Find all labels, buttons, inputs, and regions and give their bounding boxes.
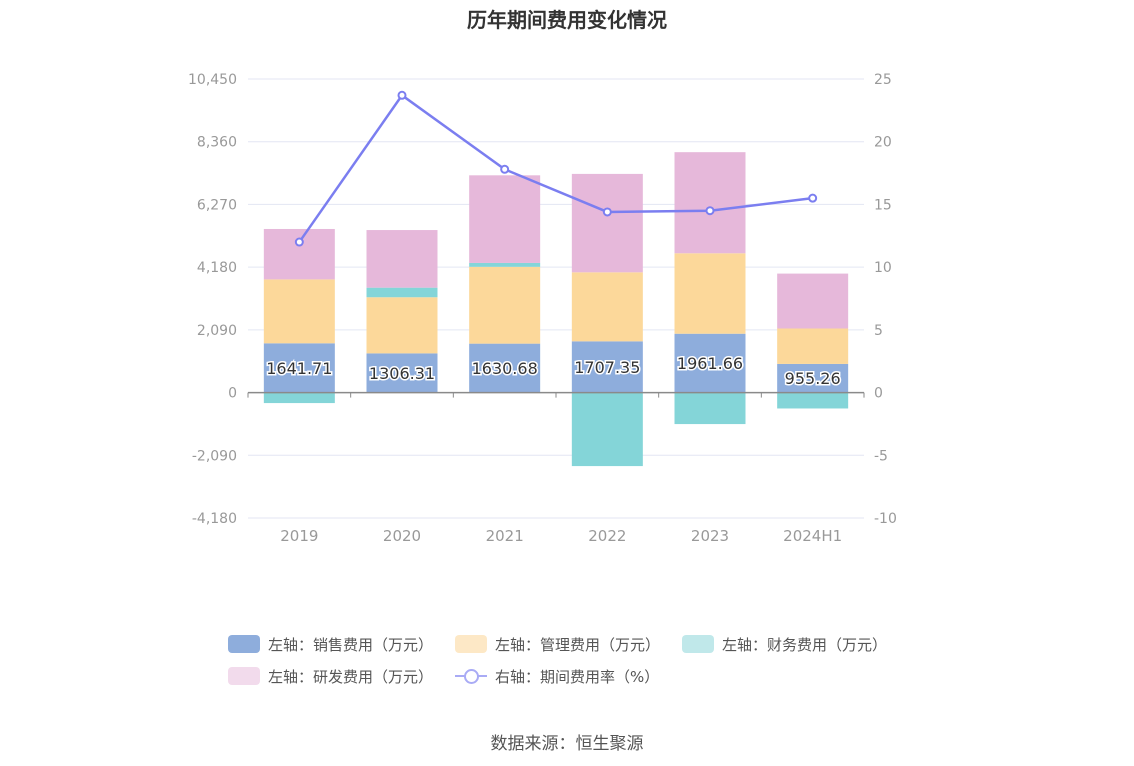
left-axis-tick-label: -2,090 xyxy=(192,448,237,464)
right-axis-tick-label: 15 xyxy=(874,197,892,213)
legend-label-rd: 左轴：研发费用（万元） xyxy=(268,667,434,686)
legend-label-sales: 左轴：销售费用（万元） xyxy=(268,635,434,654)
rate-point xyxy=(294,237,304,247)
bar-finance xyxy=(571,392,643,467)
legend-item-finance[interactable]: 左轴：财务费用（万元） xyxy=(682,634,887,655)
bar-finance xyxy=(777,392,849,409)
bar-rd xyxy=(674,152,746,254)
left-axis-tick-label: -4,180 xyxy=(192,511,237,527)
bar-value-label: 1630.68 xyxy=(472,359,538,378)
bar-admin xyxy=(571,272,643,342)
chart-legend: 左轴：销售费用（万元） 左轴：管理费用（万元） 左轴：财务费用（万元） 左轴：研… xyxy=(228,628,928,692)
left-axis-tick-label: 10,450 xyxy=(188,72,237,88)
bar-rd xyxy=(366,230,438,288)
right-axis-tick-label: -10 xyxy=(874,511,897,527)
right-axis-tick-label: 25 xyxy=(874,72,892,88)
legend-swatch-finance xyxy=(682,635,715,653)
bar-sales xyxy=(469,343,541,393)
left-axis-tick-label: 4,180 xyxy=(197,260,237,276)
bar-finance xyxy=(263,392,335,404)
left-axis-tick-label: 8,360 xyxy=(197,135,237,151)
left-axis-tick-label: 0 xyxy=(228,386,237,402)
rate-line xyxy=(298,93,813,243)
legend-swatch-sales xyxy=(228,635,260,653)
bar-admin xyxy=(263,279,335,344)
bar-value-label: 1961.66 xyxy=(677,354,743,373)
legend-item-rd[interactable]: 左轴：研发费用（万元） xyxy=(228,666,433,687)
bar-value-label: 1641.71 xyxy=(266,359,332,378)
bar-admin xyxy=(469,266,541,344)
bar-finance xyxy=(469,262,541,267)
left-axis-tick-label: 6,270 xyxy=(197,197,237,213)
legend-item-sales[interactable]: 左轴：销售费用（万元） xyxy=(228,634,433,655)
x-axis-category-label: 2022 xyxy=(588,527,626,545)
legend-item-rate[interactable]: 右轴：期间费用率（%） xyxy=(455,666,659,687)
legend-label-finance: 左轴：财务费用（万元） xyxy=(722,635,888,654)
left-axis-tick-label: 2,090 xyxy=(197,323,237,339)
chart-title: 历年期间费用变化情况 xyxy=(467,8,667,32)
right-axis-tick-label: 0 xyxy=(874,386,883,402)
bar-sales xyxy=(571,341,643,393)
legend-swatch-rd xyxy=(228,667,260,685)
chart-canvas: 10,450 25 8,360 20 6,270 15 4,180 10 2,090 5 0 0 -2,… xyxy=(188,72,897,545)
bar-rd xyxy=(571,173,643,273)
bar-admin xyxy=(674,253,746,334)
right-axis-tick-label: 10 xyxy=(874,260,892,276)
rate-point xyxy=(397,90,407,100)
rate-point xyxy=(705,206,715,216)
rate-point xyxy=(808,193,818,203)
data-source-note: 数据来源：恒生聚源 xyxy=(490,734,644,754)
x-axis-category-label: 2024H1 xyxy=(783,527,842,545)
rate-point xyxy=(602,207,612,217)
bar-sales xyxy=(777,363,849,393)
bar-rd xyxy=(263,228,335,280)
bar-value-label: 1707.35 xyxy=(574,358,640,377)
x-axis-category-label: 2019 xyxy=(280,527,318,545)
legend-label-rate: 右轴：期间费用率（%） xyxy=(495,667,660,686)
right-axis-tick-label: 20 xyxy=(874,135,892,151)
legend-label-admin: 左轴：管理费用（万元） xyxy=(495,635,661,654)
bar-sales xyxy=(263,343,335,393)
legend-swatch-rate xyxy=(455,667,488,685)
right-axis-tick-label: 5 xyxy=(874,323,883,339)
bar-sales xyxy=(366,353,438,393)
x-axis-category-label: 2023 xyxy=(691,527,729,545)
right-axis-tick-label: -5 xyxy=(874,448,888,464)
bar-sales xyxy=(674,333,746,393)
bar-rd xyxy=(777,273,849,329)
rate-point xyxy=(500,164,510,174)
bar-admin xyxy=(777,328,849,364)
x-axis-category-label: 2020 xyxy=(383,527,421,545)
bar-rd xyxy=(469,175,541,263)
bar-finance xyxy=(366,287,438,298)
legend-swatch-admin xyxy=(455,635,488,653)
bar-admin xyxy=(366,297,438,354)
x-axis-category-label: 2021 xyxy=(486,527,524,545)
bar-value-label: 1306.31 xyxy=(369,364,435,383)
bar-finance xyxy=(674,392,746,425)
bar-value-label: 955.26 xyxy=(785,369,841,388)
legend-item-admin[interactable]: 左轴：管理费用（万元） xyxy=(455,634,660,655)
